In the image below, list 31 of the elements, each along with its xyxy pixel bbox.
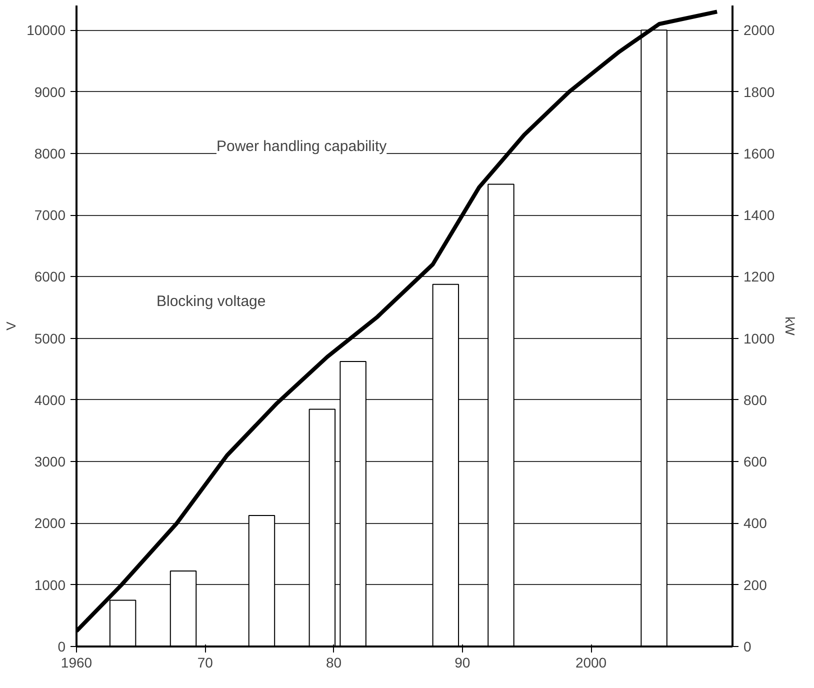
y2-tick-label: 1400 (744, 207, 775, 224)
x-tick-label: 90 (454, 654, 470, 670)
y-tick-label: 4000 (34, 392, 66, 408)
y2-tick-label: 200 (744, 576, 768, 593)
y-tick-label: 5000 (34, 330, 66, 346)
y2-tick-label: 600 (744, 454, 768, 470)
y-tick-label: 2000 (34, 515, 66, 532)
y-tick-label: 8000 (34, 145, 66, 162)
y-tick-label: 7000 (34, 207, 66, 224)
y2-tick-label: 1000 (744, 330, 775, 346)
y-tick-label: 6000 (34, 268, 66, 285)
annotation: Power handling capability (216, 138, 388, 155)
x-tick-label: 1960 (60, 654, 92, 670)
annotation: Blocking voltage (156, 293, 266, 310)
y-tick-label: 9000 (34, 84, 66, 100)
y2-tick-label: 1200 (744, 268, 775, 285)
y2-tick-label: 2000 (744, 22, 775, 38)
y2-tick-label: 400 (744, 515, 768, 532)
x-tick-label: 2000 (575, 654, 607, 670)
y2-tick-label: 0 (744, 638, 752, 654)
y-tick-label: 3000 (34, 454, 66, 470)
y2-tick-label: 800 (744, 392, 768, 408)
x-tick-label: 80 (326, 654, 342, 670)
y-tick-label: 0 (58, 638, 66, 654)
y-tick-label: 1000 (34, 576, 66, 593)
y2-tick-label: 1600 (744, 145, 775, 162)
y2-axis-title: kW (782, 316, 798, 336)
x-tick-label: 70 (197, 654, 214, 670)
y-axis-title: V (4, 321, 19, 330)
y-tick-label: 10000 (26, 22, 66, 38)
y2-tick-label: 1800 (744, 84, 775, 100)
